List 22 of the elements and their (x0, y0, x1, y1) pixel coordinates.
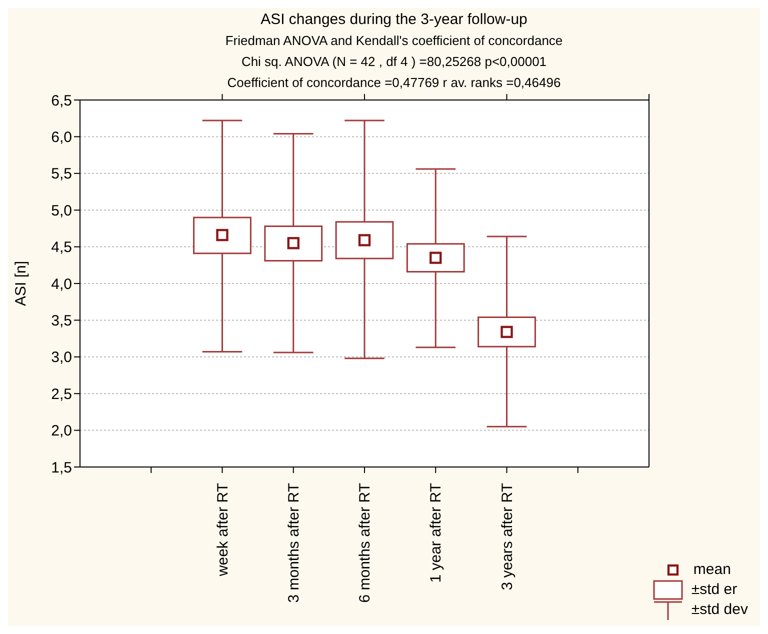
y-tick-label: 3,0 (51, 349, 72, 366)
y-tick-label: 2,5 (51, 386, 72, 403)
text: ±std er (691, 580, 738, 600)
text: ±std dev (691, 600, 748, 620)
y-tick-label: 3,5 (51, 312, 72, 330)
chart-title: ASI changes during the 3-year follow-up (260, 10, 528, 30)
text: mean (693, 560, 731, 580)
y-axis-title: ASI [n] (12, 260, 30, 306)
y-tick-label: 4,5 (51, 239, 72, 256)
y-tick-label: 1,5 (51, 459, 72, 476)
x-tick-label: 3 months after RT (285, 483, 302, 603)
y-tick-label: 2,0 (51, 422, 72, 440)
y-tick-label: 5,5 (51, 166, 72, 183)
x-tick-label: 3 years after RT (498, 483, 516, 590)
y-tick-label: 6,0 (51, 129, 72, 146)
chart-subtitle: Friedman ANOVA and Kendall's coefficient of concordance Chi sq. ANOVA (N = 42 , df 4 ) =80,25268 p<0,00001 Coefficient of concordance =0,47769 r av. ranks =0,46496 (224, 32, 564, 92)
y-tick-label: 6,5 (51, 92, 72, 110)
y-tick-label: 4,0 (51, 276, 72, 293)
x-tick-label: 1 year after RT (428, 483, 445, 583)
x-tick-label: week after RT (214, 483, 232, 578)
y-tick-label: 5,0 (51, 202, 72, 220)
x-tick-label: 6 months after RT (356, 483, 374, 603)
